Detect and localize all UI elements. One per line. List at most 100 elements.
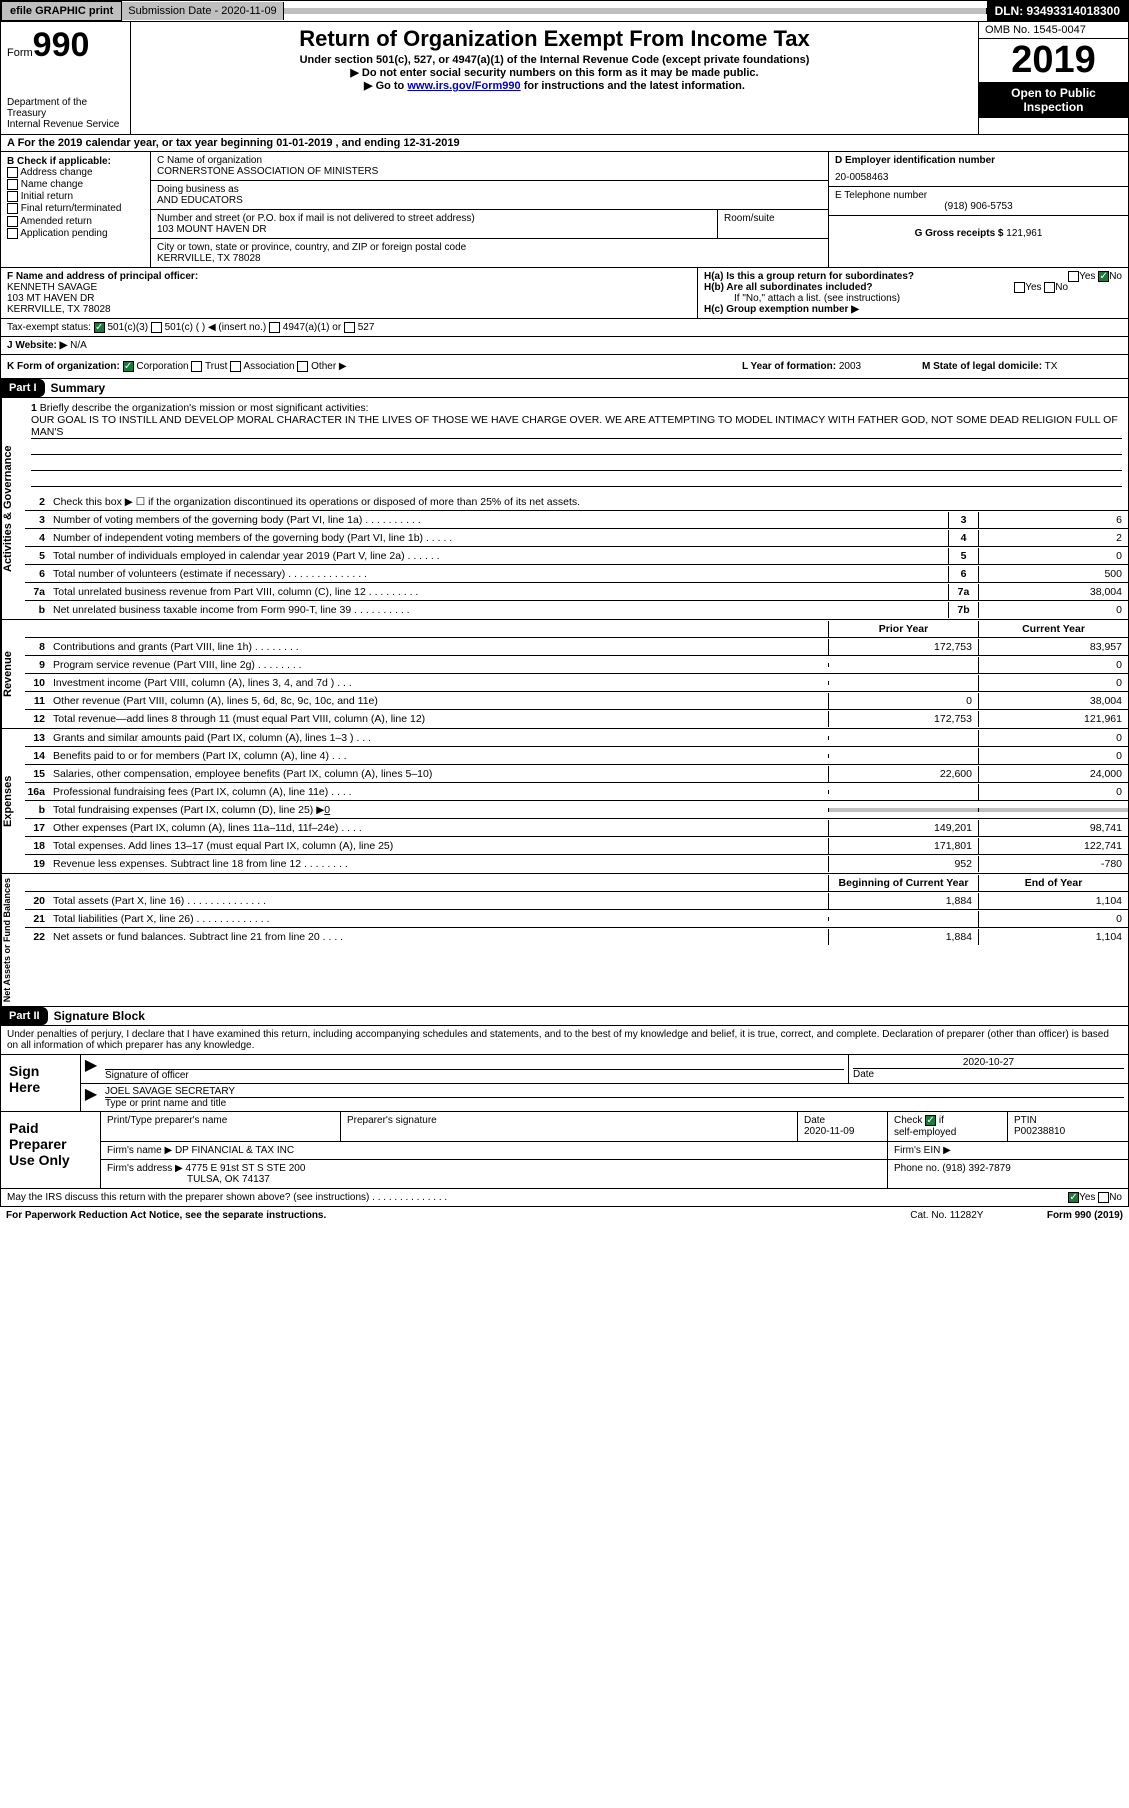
form-title: Return of Organization Exempt From Incom…: [141, 26, 968, 52]
l13c: 0: [978, 730, 1128, 746]
line3-val: 6: [978, 512, 1128, 528]
line6: Total number of volunteers (estimate if …: [49, 566, 948, 582]
form-header: Form990 Department of the Treasury Inter…: [0, 22, 1129, 135]
chk-final[interactable]: Final return/terminated: [7, 203, 144, 214]
vlabel-rev: Revenue: [1, 620, 25, 728]
tax-year: 2019: [979, 39, 1128, 82]
chk-pending[interactable]: Application pending: [7, 228, 144, 239]
omb-number: OMB No. 1545-0047: [979, 22, 1128, 39]
prep-date: 2020-11-09: [804, 1126, 854, 1137]
l15c: 24,000: [978, 766, 1128, 782]
f-label: F Name and address of principal officer:: [7, 271, 691, 282]
line15: Salaries, other compensation, employee b…: [49, 766, 828, 782]
l18p: 171,801: [828, 838, 978, 854]
website-label: J Website: ▶: [7, 340, 67, 351]
vlabel-exp: Expenses: [1, 729, 25, 873]
website-value: N/A: [70, 340, 87, 351]
l21b: [828, 917, 978, 921]
irs-link[interactable]: www.irs.gov/Form990: [407, 80, 520, 92]
city-label: City or town, state or province, country…: [157, 242, 822, 253]
chk-501c3[interactable]: ✓: [94, 322, 105, 333]
ein-label: D Employer identification number: [835, 155, 1122, 166]
discuss-text: May the IRS discuss this return with the…: [7, 1192, 1068, 1203]
street-label: Number and street (or P.O. box if mail i…: [157, 213, 711, 224]
ein-value: 20-0058463: [835, 172, 1122, 183]
firm-ein-label: Firm's EIN ▶: [888, 1142, 1128, 1159]
line13: Grants and similar amounts paid (Part IX…: [49, 730, 828, 746]
m-value: TX: [1045, 361, 1058, 372]
l9p: [828, 663, 978, 667]
chk-corp[interactable]: ✓: [123, 361, 134, 372]
sig-date-label: Date: [853, 1068, 1124, 1080]
ptin-label: PTIN: [1014, 1115, 1037, 1126]
m-label: M State of legal domicile:: [922, 361, 1042, 372]
discuss-yes[interactable]: ✓: [1068, 1192, 1079, 1203]
hdr-beg: Beginning of Current Year: [828, 875, 978, 891]
chk-name[interactable]: Name change: [7, 179, 144, 190]
l20e: 1,104: [978, 893, 1128, 909]
room-label: Room/suite: [718, 210, 828, 238]
l9c: 0: [978, 657, 1128, 673]
form-number: 990: [33, 26, 90, 64]
l17c: 98,741: [978, 820, 1128, 836]
l11p: 0: [828, 693, 978, 709]
l20b: 1,884: [828, 893, 978, 909]
gross-value: 121,961: [1006, 228, 1042, 239]
hdr-end: End of Year: [978, 875, 1128, 891]
phone-value: (918) 906-5753: [835, 201, 1122, 212]
b-label: B Check if applicable:: [7, 156, 144, 167]
l14p: [828, 754, 978, 758]
l8c: 83,957: [978, 639, 1128, 655]
chk-address[interactable]: Address change: [7, 167, 144, 178]
line22: Net assets or fund balances. Subtract li…: [49, 929, 828, 945]
phone-label: E Telephone number: [835, 190, 1122, 201]
chk-initial[interactable]: Initial return: [7, 191, 144, 202]
k-label: K Form of organization:: [7, 361, 120, 372]
subtitle-2: ▶ Do not enter social security numbers o…: [141, 66, 968, 79]
line21: Total liabilities (Part X, line 26) . . …: [49, 911, 828, 927]
line20: Total assets (Part X, line 16) . . . . .…: [49, 893, 828, 909]
l12c: 121,961: [978, 711, 1128, 727]
topbar: efile GRAPHIC print Submission Date - 20…: [0, 0, 1129, 22]
l19c: -780: [978, 856, 1128, 872]
vlabel-ag: Activities & Governance: [1, 398, 25, 619]
line7a-val: 38,004: [978, 584, 1128, 600]
l19p: 952: [828, 856, 978, 872]
l10c: 0: [978, 675, 1128, 691]
hdr-curr: Current Year: [978, 621, 1128, 637]
officer-name: KENNETH SAVAGE: [7, 282, 691, 293]
chk-amended[interactable]: Amended return: [7, 216, 144, 227]
line5: Total number of individuals employed in …: [49, 548, 948, 564]
dba-value: AND EDUCATORS: [157, 195, 822, 206]
discuss-no[interactable]: [1098, 1192, 1109, 1203]
efile-button[interactable]: efile GRAPHIC print: [1, 1, 122, 21]
part1-title: Summary: [45, 381, 106, 395]
l18c: 122,741: [978, 838, 1128, 854]
firm-name-label: Firm's name ▶: [107, 1145, 172, 1156]
form-label: Form: [7, 47, 33, 59]
submission-date: Submission Date - 2020-11-09: [122, 2, 283, 20]
l16ap: [828, 790, 978, 794]
line19: Revenue less expenses. Subtract line 18 …: [49, 856, 828, 872]
cat-no: Cat. No. 11282Y: [847, 1210, 1047, 1221]
l10p: [828, 681, 978, 685]
paperwork-notice: For Paperwork Reduction Act Notice, see …: [6, 1210, 847, 1221]
line2: Check this box ▶ ☐ if the organization d…: [49, 494, 1128, 510]
hc-label: H(c) Group exemption number ▶: [704, 304, 859, 315]
l8p: 172,753: [828, 639, 978, 655]
line7b: Net unrelated business taxable income fr…: [49, 602, 948, 618]
paid-preparer-title: Paid Preparer Use Only: [1, 1112, 101, 1187]
tax-label: Tax-exempt status:: [7, 322, 91, 333]
firm-addr-label: Firm's address ▶: [107, 1163, 183, 1174]
officer-addr1: 103 MT HAVEN DR: [7, 293, 691, 304]
mission-text: OUR GOAL IS TO INSTILL AND DEVELOP MORAL…: [31, 414, 1122, 439]
line16a: Professional fundraising fees (Part IX, …: [49, 784, 828, 800]
sig-of-officer: Signature of officer: [105, 1069, 844, 1081]
firm-phone-label: Phone no.: [894, 1163, 940, 1174]
officer-addr2: KERRVILLE, TX 78028: [7, 304, 691, 315]
gross-label: G Gross receipts $: [915, 228, 1004, 239]
l-label: L Year of formation:: [742, 361, 836, 372]
line12: Total revenue—add lines 8 through 11 (mu…: [49, 711, 828, 727]
line11: Other revenue (Part VIII, column (A), li…: [49, 693, 828, 709]
dept-label: Department of the Treasury Internal Reve…: [7, 97, 124, 130]
